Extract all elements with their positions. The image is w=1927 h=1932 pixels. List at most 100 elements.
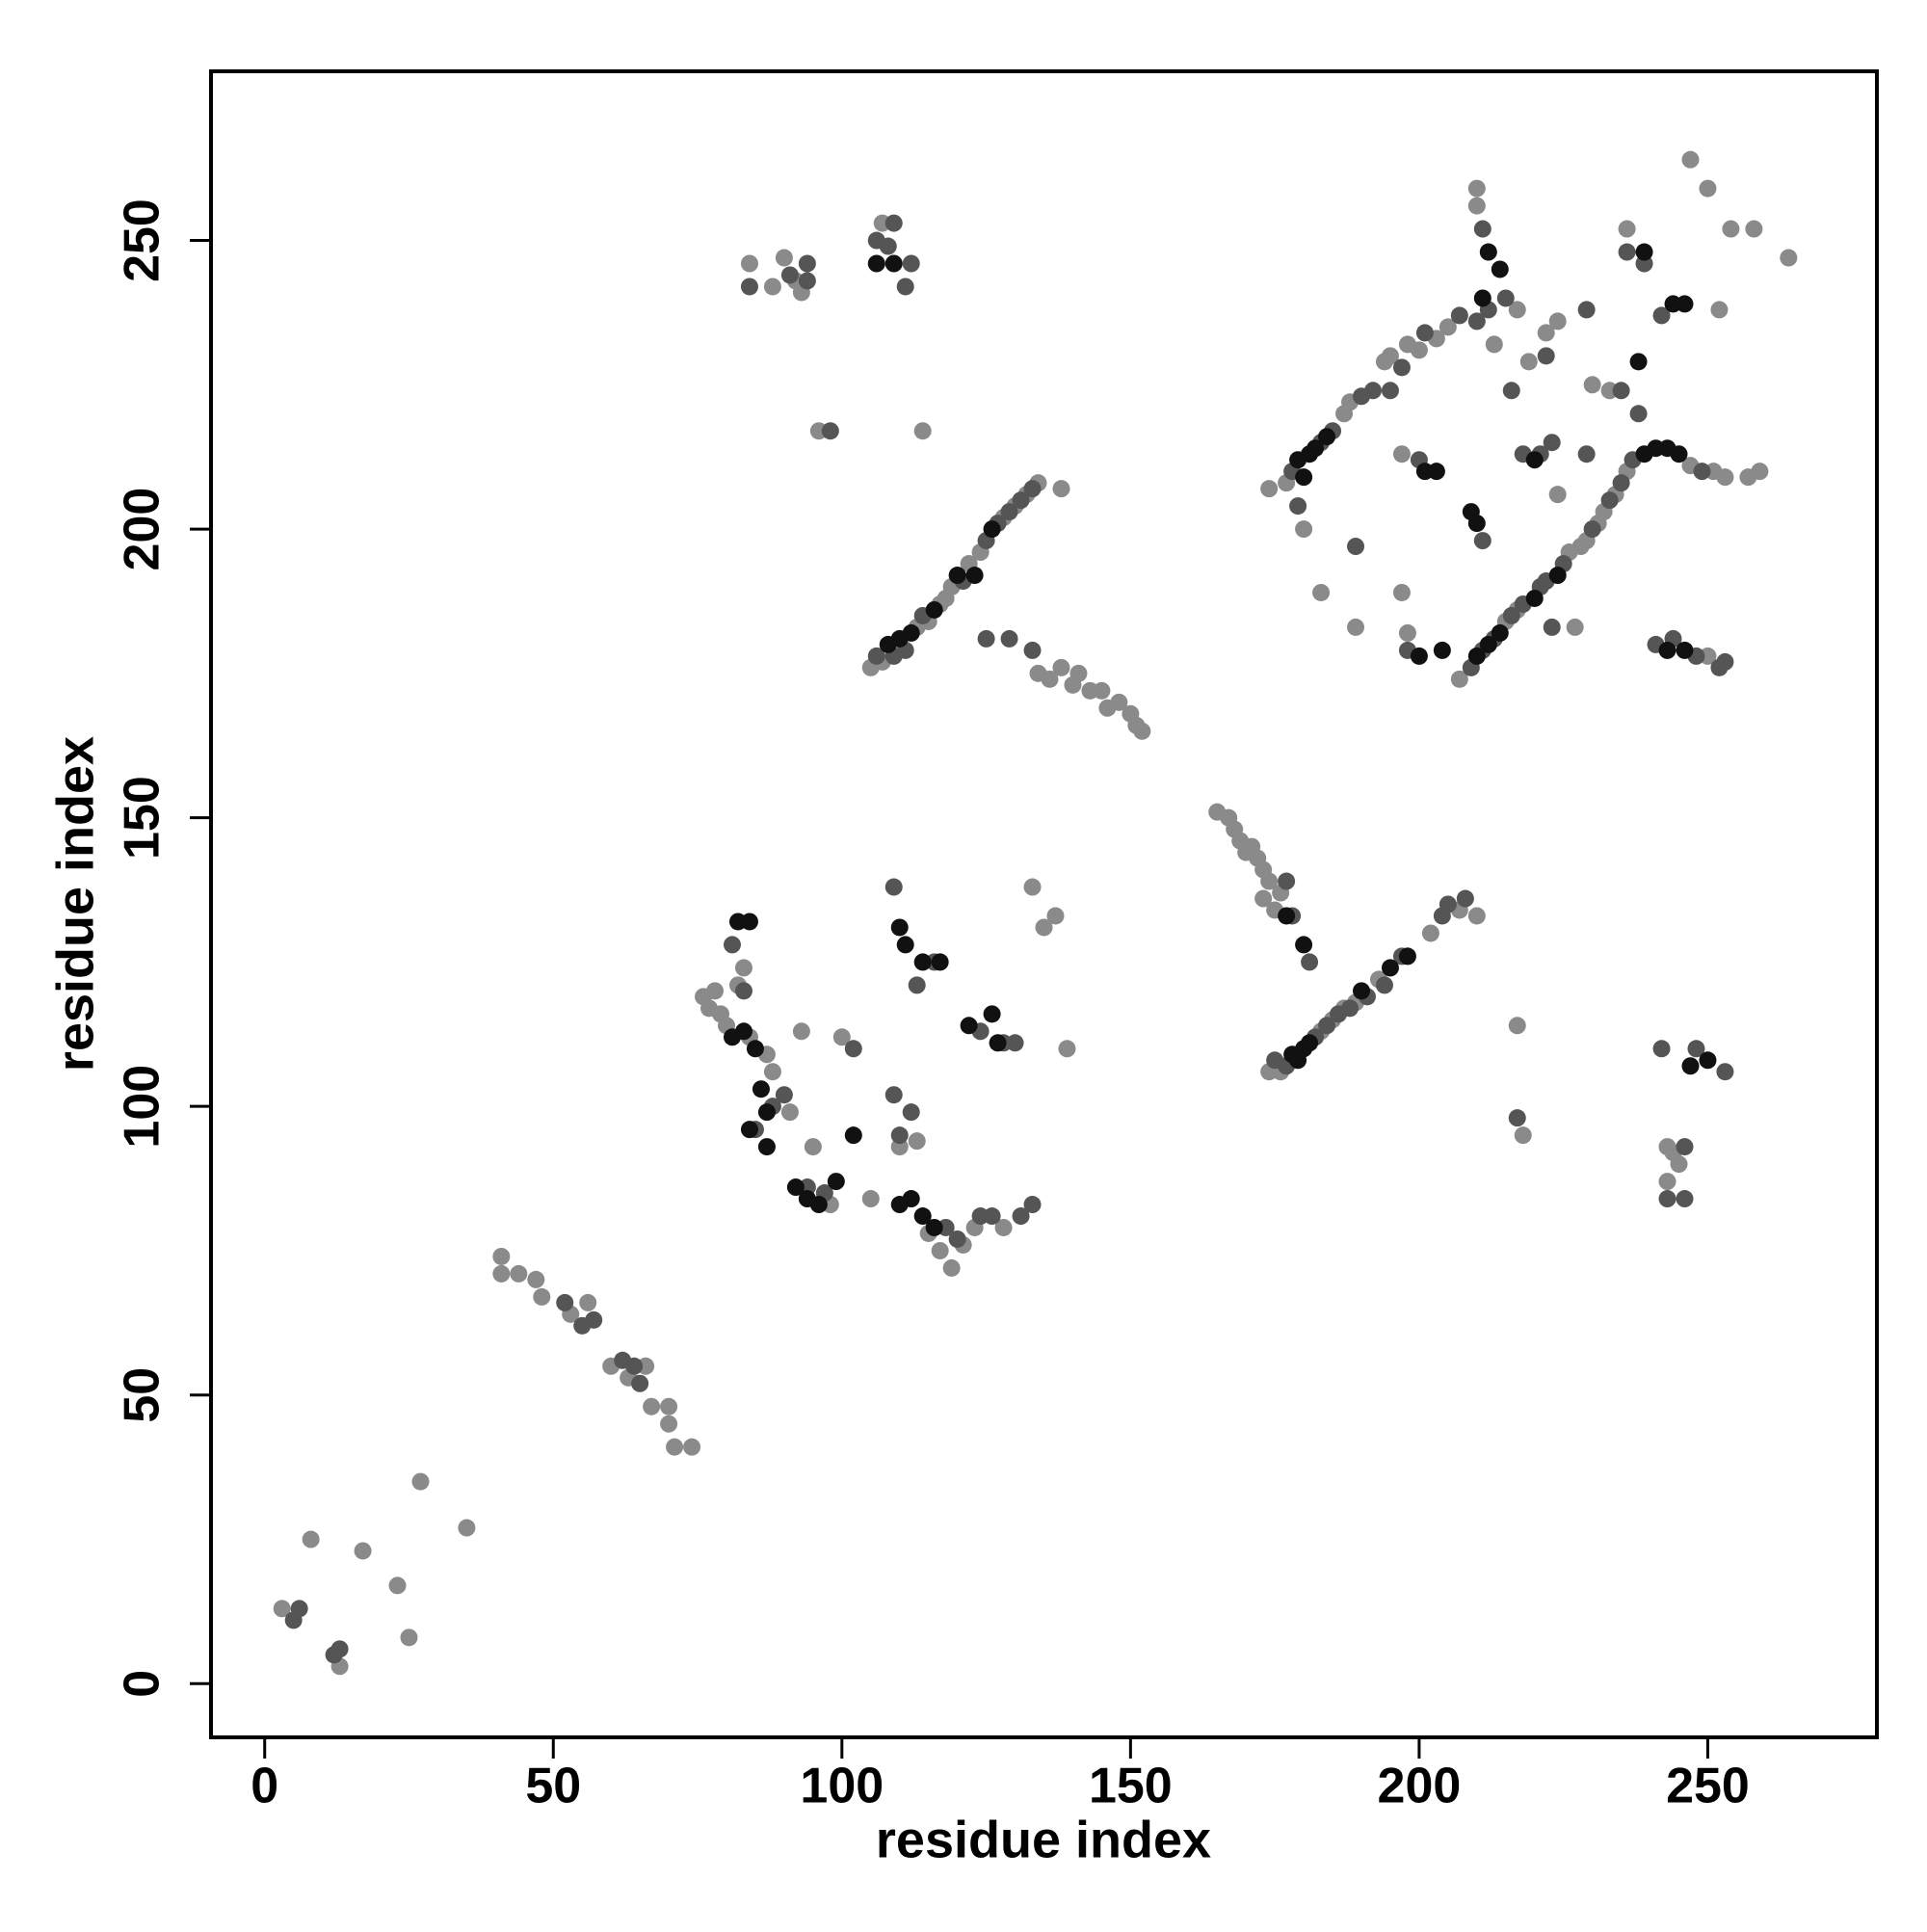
point xyxy=(1491,260,1509,278)
point xyxy=(492,1247,511,1265)
point xyxy=(1496,289,1515,307)
point xyxy=(1577,301,1596,319)
point xyxy=(1312,583,1331,601)
point xyxy=(1583,376,1601,394)
point xyxy=(983,1207,1001,1226)
point xyxy=(400,1628,418,1647)
point xyxy=(1491,623,1509,642)
x-tick-label: 50 xyxy=(525,1759,581,1814)
point xyxy=(780,1103,799,1122)
y-axis-title: residue index xyxy=(46,736,104,1072)
point xyxy=(965,567,984,585)
point xyxy=(1710,301,1729,319)
point xyxy=(1722,220,1740,238)
point xyxy=(1716,1063,1734,1081)
point xyxy=(1295,520,1313,539)
point xyxy=(458,1519,476,1537)
point xyxy=(1415,324,1434,342)
y-tick-label: 150 xyxy=(115,776,171,860)
point xyxy=(1537,347,1555,365)
point xyxy=(1254,889,1273,908)
point xyxy=(902,623,920,642)
point xyxy=(1716,468,1734,487)
point xyxy=(757,1138,776,1156)
point xyxy=(1398,947,1416,966)
point xyxy=(948,1230,966,1248)
point xyxy=(1514,1126,1532,1145)
point xyxy=(809,1196,828,1214)
point xyxy=(740,1121,758,1139)
point xyxy=(1629,353,1648,371)
point xyxy=(666,1438,684,1456)
point xyxy=(290,1600,308,1618)
point xyxy=(510,1264,528,1283)
point xyxy=(1439,318,1457,336)
point xyxy=(798,272,816,290)
point xyxy=(1260,480,1279,498)
point xyxy=(1548,486,1567,504)
point xyxy=(625,1357,644,1375)
point xyxy=(1525,451,1544,469)
point xyxy=(1347,538,1365,556)
point xyxy=(1780,249,1798,267)
point xyxy=(273,1600,291,1618)
point xyxy=(1381,347,1399,365)
point xyxy=(1693,463,1711,481)
point xyxy=(527,1270,545,1288)
point xyxy=(631,1374,649,1392)
point xyxy=(1566,618,1584,636)
point xyxy=(798,254,816,273)
point xyxy=(1508,1109,1526,1127)
point xyxy=(792,1022,810,1041)
point xyxy=(734,1022,752,1041)
point xyxy=(1353,982,1371,1000)
point xyxy=(354,1542,372,1560)
point xyxy=(1110,693,1128,711)
point xyxy=(579,1293,597,1311)
point xyxy=(734,959,752,977)
point xyxy=(1035,918,1053,937)
point xyxy=(1421,924,1439,942)
point xyxy=(1456,889,1474,908)
y-tick-label: 200 xyxy=(115,488,171,571)
point xyxy=(1467,515,1486,533)
point xyxy=(1577,445,1596,463)
point xyxy=(1318,1017,1336,1035)
point xyxy=(1479,635,1497,653)
point xyxy=(1519,353,1538,371)
point xyxy=(960,1017,978,1035)
point xyxy=(908,976,926,994)
point xyxy=(925,1218,943,1236)
point xyxy=(977,629,995,648)
point xyxy=(913,1207,932,1226)
point xyxy=(1295,468,1313,487)
point xyxy=(1716,652,1734,671)
point xyxy=(1612,382,1630,400)
point xyxy=(884,878,903,896)
point xyxy=(1618,243,1636,261)
point xyxy=(1548,312,1567,331)
point xyxy=(1467,197,1486,215)
point xyxy=(1676,641,1694,659)
point xyxy=(1479,243,1497,261)
point xyxy=(1093,681,1111,700)
point xyxy=(1751,463,1769,481)
point xyxy=(1467,907,1486,925)
point xyxy=(302,1530,320,1548)
point xyxy=(1618,220,1636,238)
y-tick-label: 0 xyxy=(115,1670,171,1698)
x-tick-label: 100 xyxy=(800,1759,884,1814)
point xyxy=(821,422,839,440)
point xyxy=(983,1005,1001,1023)
point xyxy=(861,1190,880,1208)
point xyxy=(1745,220,1763,238)
point xyxy=(683,1438,701,1456)
point xyxy=(1676,1190,1694,1208)
point xyxy=(1301,953,1319,971)
point xyxy=(388,1576,407,1595)
point xyxy=(740,278,758,296)
point xyxy=(1363,382,1382,400)
point xyxy=(1041,670,1059,688)
x-tick-label: 150 xyxy=(1089,1759,1173,1814)
